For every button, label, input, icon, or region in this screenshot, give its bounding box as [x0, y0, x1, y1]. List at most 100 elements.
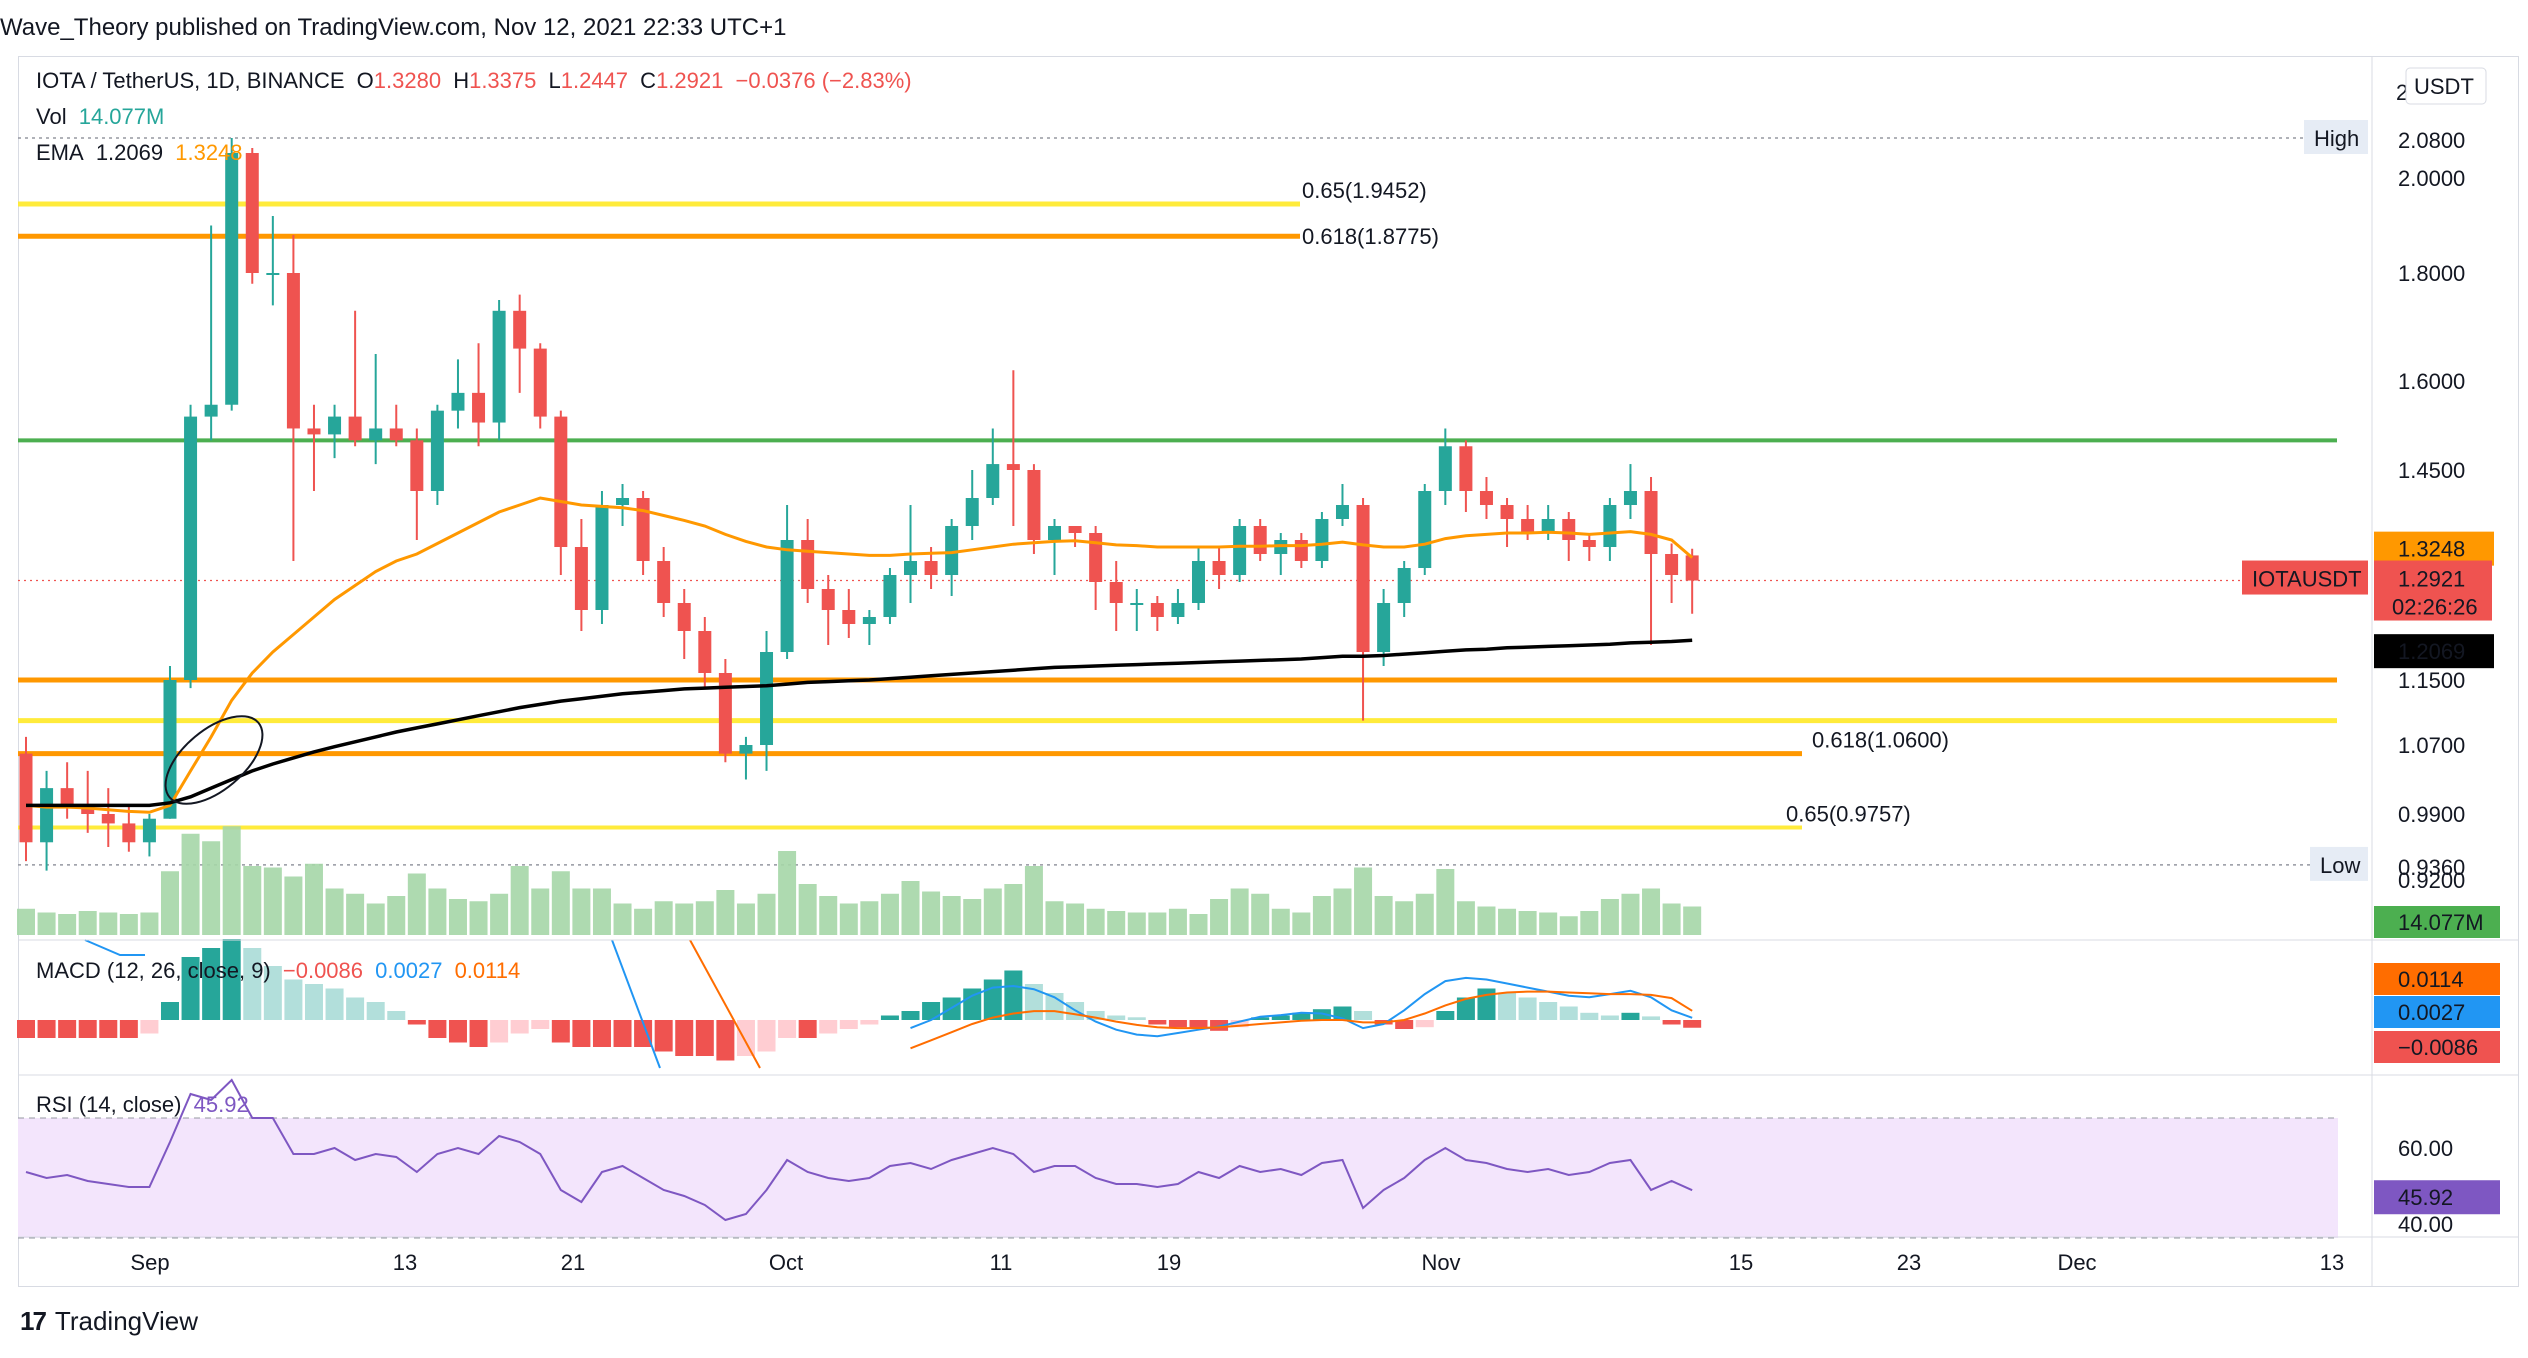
- legend-macd: MACD (12, 26, close, 9) −0.0086 0.0027 0…: [36, 958, 526, 984]
- high-value: 1.3375: [469, 68, 537, 93]
- macd-histogram-bar: [1580, 1012, 1599, 1020]
- time-tick-label: 15: [1729, 1250, 1753, 1275]
- macd-histogram-bar: [819, 1020, 838, 1034]
- macd-histogram-bar: [366, 1002, 385, 1020]
- candle-body: [40, 788, 54, 843]
- candle-body: [760, 652, 774, 745]
- fib-label-065-lower: 0.65(0.9757): [1786, 801, 1911, 826]
- candle-body: [862, 617, 876, 624]
- macd-histogram-bar: [592, 1020, 611, 1047]
- macd-histogram-bar: [407, 1020, 426, 1025]
- candle-body: [1150, 603, 1164, 617]
- volume-bar: [592, 888, 611, 935]
- macd-histogram-bar: [1518, 997, 1537, 1020]
- candle-body: [389, 428, 403, 441]
- candle-body: [698, 631, 712, 673]
- macd-histogram-bar: [1107, 1015, 1126, 1020]
- candle-body: [1644, 491, 1658, 554]
- open-value: 1.3280: [373, 68, 442, 93]
- macd-histogram-bar: [490, 1020, 509, 1043]
- candle-body: [780, 540, 794, 652]
- chart-frame[interactable]: [18, 56, 2519, 1287]
- ema-slow-tag-box: [2374, 634, 2494, 669]
- volume-bar: [1600, 899, 1619, 935]
- candle-body: [965, 498, 979, 526]
- fib-label-065-upper: 0.65(1.9452): [1302, 178, 1427, 203]
- macd-histogram-bar: [1004, 970, 1023, 1020]
- time-tick-label: 13: [393, 1250, 417, 1275]
- publish-info: Wave_Theory published on TradingView.com…: [0, 14, 787, 41]
- currency-label: USDT: [2414, 74, 2474, 99]
- macd-histogram-bar: [880, 1015, 899, 1020]
- volume-bar: [634, 908, 653, 935]
- volume-bar: [58, 914, 77, 935]
- volume-bar: [942, 896, 961, 935]
- candle-body: [328, 416, 342, 435]
- candle-body: [266, 273, 280, 275]
- macd-signal-line: [910, 990, 1693, 1050]
- ema-value-slow: 1.2069: [95, 140, 164, 165]
- rsi-tick-label: 40.00: [2398, 1212, 2453, 1237]
- macd-histogram-bar: [654, 1020, 673, 1052]
- chart-canvas[interactable]: 0.65(1.9452) 0.618(1.8775) 0.618(1.0600) 0.…: [0, 0, 2528, 1290]
- macd-line-tag-box: [2374, 996, 2500, 1028]
- volume-bar: [1148, 912, 1167, 935]
- volume-bar: [901, 881, 920, 935]
- volume-bar: [346, 893, 365, 935]
- pair-label: IOTA / TetherUS, 1D, BINANCE: [36, 68, 345, 93]
- macd-histogram-bar: [325, 988, 344, 1020]
- macd-histogram-bar: [1168, 1020, 1187, 1028]
- candle-body: [60, 788, 74, 806]
- volume-bar: [448, 899, 467, 935]
- volume-bar: [37, 912, 56, 935]
- change-value: −0.0376 (−2.83%): [735, 68, 912, 93]
- volume-bar: [510, 866, 529, 935]
- macd-histogram-bar: [757, 1020, 776, 1052]
- volume-bar: [1312, 896, 1331, 935]
- time-tick-label: Oct: [769, 1250, 803, 1275]
- rsi-band: [18, 1118, 2338, 1238]
- candle-body: [1212, 561, 1226, 575]
- ema-slow-line: [26, 638, 1693, 808]
- volume-bar: [263, 867, 282, 935]
- ema-fast-tag-box: [2374, 531, 2494, 566]
- macd-histogram-bar: [1539, 1002, 1558, 1020]
- macd-histogram-bar: [284, 979, 303, 1020]
- macd-histogram-bar: [551, 1020, 570, 1043]
- macd-histogram-bar: [119, 1020, 138, 1038]
- last-price-tag-box: [2374, 560, 2492, 621]
- ema-fast-line: [25, 496, 1694, 814]
- macd-hist-value: −0.0086: [282, 958, 364, 983]
- macd-histogram-bar: [1127, 1017, 1146, 1020]
- macd-histogram-bar: [510, 1020, 529, 1034]
- countdown-label: 02:26:26: [2392, 595, 2478, 620]
- candle-body: [245, 153, 259, 273]
- macd-histogram-bar: [1456, 997, 1475, 1020]
- time-tick-label: Dec: [2057, 1250, 2096, 1275]
- volume-bar: [17, 908, 35, 935]
- macd-histogram-bar: [1395, 1020, 1414, 1029]
- price-tick-label: 1.4500: [2398, 458, 2465, 483]
- candle-body: [595, 505, 609, 610]
- volume-bar: [1374, 896, 1393, 935]
- rsi-tag: 45.92: [2398, 1185, 2453, 1210]
- volume-bar: [78, 911, 97, 935]
- macd-histogram-bar: [304, 984, 323, 1020]
- time-tick-label: Nov: [1421, 1250, 1460, 1275]
- candle-body: [1233, 526, 1247, 575]
- volume-bar: [572, 888, 591, 935]
- legend-rsi: RSI (14, close) 45.92: [36, 1092, 255, 1118]
- candle-body: [1438, 446, 1452, 491]
- macd-histogram-bar: [99, 1020, 118, 1038]
- brand-name: TradingView: [54, 1306, 198, 1336]
- macd-histogram-bar: [1251, 1017, 1270, 1020]
- volume-bar: [613, 903, 632, 935]
- volume-bar: [1580, 911, 1599, 935]
- open-label: O: [356, 68, 374, 93]
- candle-body: [1541, 519, 1555, 533]
- candle-body: [163, 680, 177, 819]
- volume-bar: [469, 901, 488, 935]
- macd-histogram-bar: [695, 1020, 714, 1056]
- macd-hist-tag-box: [2374, 1031, 2500, 1063]
- footer-brand[interactable]: 17 TradingView: [20, 1306, 198, 1337]
